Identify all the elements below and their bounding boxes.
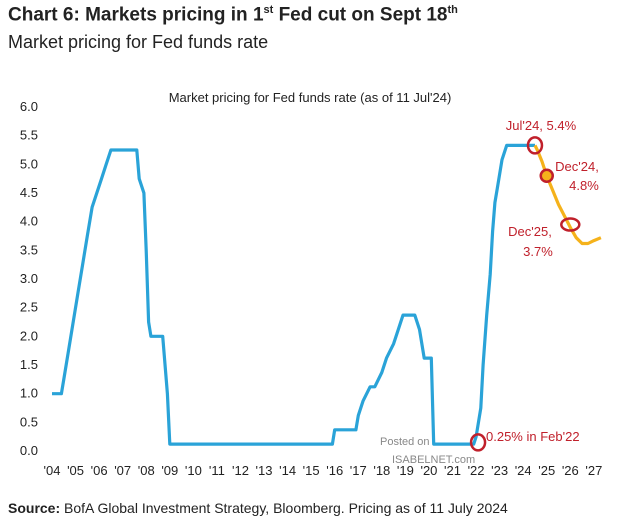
x-tick-label: '06	[91, 463, 108, 478]
y-tick-label: 4.5	[20, 185, 38, 200]
x-tick-label: '20	[420, 463, 437, 478]
annotation-labels: Jul'24, 5.4% Dec'24, 4.8% Dec'25, 3.7% 0.25% …	[486, 118, 599, 444]
y-tick-label: 2.0	[20, 328, 38, 343]
x-axis: '04 '05 '06 '07 '08 '09 '10 '11 '12 '13 '14 '15 '16 '…	[44, 463, 603, 478]
y-tick-label: 3.0	[20, 271, 38, 286]
y-tick-label: 2.5	[20, 300, 38, 315]
title-superscript-2: th	[447, 4, 458, 16]
marker-dec24	[539, 168, 554, 184]
x-tick-label: '16	[326, 463, 343, 478]
series-lines	[52, 143, 602, 446]
watermark-site: ISABELNET.com	[392, 454, 475, 466]
marker-feb22	[469, 433, 487, 452]
x-tick-label: '13	[256, 463, 273, 478]
annotation-jul24: Jul'24, 5.4%	[506, 118, 577, 133]
y-tick-label: 6.0	[20, 99, 38, 114]
source-text: BofA Global Investment Strategy, Bloombe…	[60, 500, 508, 516]
annotation-markers	[469, 136, 581, 452]
annotation-dec25-line2: 3.7%	[523, 244, 553, 259]
x-tick-label: '12	[232, 463, 249, 478]
y-axis: 0.0 0.5 1.0 1.5 2.0 2.5 3.0 3.5 4.0 4.5 5.0 5.5 6.0	[20, 99, 38, 458]
title-part-1: Chart 6: Markets pricing in 1	[8, 4, 264, 26]
y-tick-label: 4.0	[20, 214, 38, 229]
annotation-feb22: 0.25% in Feb'22	[486, 429, 580, 444]
x-tick-label: '24	[515, 463, 532, 478]
x-tick-label: '26	[562, 463, 579, 478]
title-part-2: Fed cut on Sept 18	[273, 4, 448, 26]
x-tick-label: '07	[114, 463, 131, 478]
x-tick-label: '15	[303, 463, 320, 478]
x-tick-label: '25	[538, 463, 555, 478]
y-tick-label: 1.0	[20, 386, 38, 401]
x-tick-label: '23	[491, 463, 508, 478]
source-note: Source: BofA Global Investment Strategy,…	[8, 500, 508, 516]
x-tick-label: '19	[397, 463, 414, 478]
x-tick-label: '18	[373, 463, 390, 478]
x-tick-label: '10	[185, 463, 202, 478]
x-tick-label: '22	[468, 463, 485, 478]
x-tick-label: '05	[67, 463, 84, 478]
y-tick-label: 0.5	[20, 414, 38, 429]
y-tick-label: 5.0	[20, 156, 38, 171]
x-tick-label: '21	[444, 463, 461, 478]
x-tick-label: '11	[209, 463, 225, 478]
title-superscript-1: st	[263, 4, 274, 16]
x-tick-label: '09	[161, 463, 178, 478]
chart-subtitle: Market pricing for Fed funds rate	[8, 32, 269, 52]
chart-title: Chart 6: Markets pricing in 1st Fed cut …	[8, 4, 458, 26]
x-tick-label: '14	[279, 463, 296, 478]
marker-dec25	[560, 217, 581, 232]
x-tick-label: '17	[350, 463, 367, 478]
source-label: Source:	[8, 500, 61, 516]
watermark-posted-on: Posted on	[380, 436, 430, 448]
projection-series-line	[533, 144, 602, 246]
y-tick-label: 0.0	[20, 443, 38, 458]
annotation-dec24-line2: 4.8%	[569, 178, 599, 193]
x-tick-label: '04	[44, 463, 61, 478]
y-tick-label: 3.5	[20, 242, 38, 257]
x-tick-label: '08	[138, 463, 155, 478]
historical-series-line	[52, 143, 535, 446]
inner-chart-title: Market pricing for Fed funds rate (as of…	[169, 90, 452, 105]
marker-jul24	[526, 136, 544, 155]
annotation-dec24-line1: Dec'24,	[555, 159, 599, 174]
x-tick-label: '27	[585, 463, 602, 478]
y-tick-label: 1.5	[20, 357, 38, 372]
y-tick-label: 5.5	[20, 128, 38, 143]
annotation-dec25-line1: Dec'25,	[508, 224, 552, 239]
fed-funds-chart: Market pricing for Fed funds rate (as of…	[20, 90, 603, 478]
